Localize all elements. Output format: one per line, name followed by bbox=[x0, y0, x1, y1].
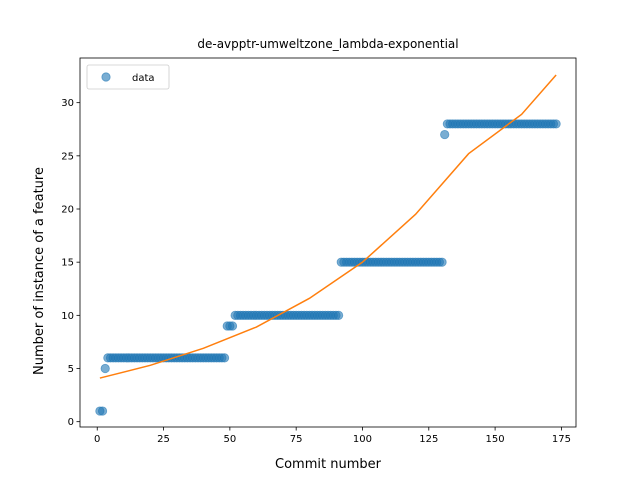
x-tick-label: 150 bbox=[486, 434, 505, 445]
data-point bbox=[100, 363, 110, 374]
fit-line bbox=[99, 74, 557, 379]
x-tick-label: 175 bbox=[552, 434, 571, 445]
axes: 0 25 50 75 100 125 150 175 0 5 10 15 20 25 30 bbox=[61, 57, 577, 445]
chart-title: de-avpptr-umweltzone_lambda-exponential bbox=[197, 37, 458, 51]
x-axis-label: Commit number bbox=[275, 457, 382, 472]
x-tick-label: 100 bbox=[353, 434, 372, 445]
data-point bbox=[437, 257, 447, 267]
legend: data bbox=[86, 64, 170, 90]
y-tick-label: 5 bbox=[68, 364, 74, 375]
y-tick-label: 25 bbox=[61, 151, 74, 162]
plot-frame bbox=[79, 57, 577, 428]
data-point bbox=[440, 129, 450, 140]
x-tick-label: 125 bbox=[419, 434, 438, 445]
plot-area bbox=[95, 74, 561, 416]
y-tick-label: 20 bbox=[61, 205, 74, 216]
y-tick-label: 30 bbox=[61, 98, 74, 109]
y-tick-label: 15 bbox=[61, 258, 74, 269]
legend-label: data bbox=[132, 73, 155, 84]
data-point bbox=[334, 310, 344, 320]
y-tick-label: 0 bbox=[68, 417, 74, 428]
x-tick-label: 50 bbox=[223, 434, 236, 445]
data-point bbox=[219, 353, 230, 363]
y-axis-label: Number of instance of a feature bbox=[32, 167, 47, 375]
x-tick-label: 0 bbox=[94, 434, 100, 445]
x-tick-label: 25 bbox=[157, 434, 170, 445]
legend-marker bbox=[101, 72, 111, 82]
data-point bbox=[97, 406, 108, 416]
x-tick-label: 75 bbox=[290, 434, 303, 445]
legend-box bbox=[86, 64, 170, 90]
y-tick-label: 10 bbox=[61, 311, 74, 322]
data-point bbox=[227, 321, 238, 331]
data-point bbox=[551, 119, 561, 129]
